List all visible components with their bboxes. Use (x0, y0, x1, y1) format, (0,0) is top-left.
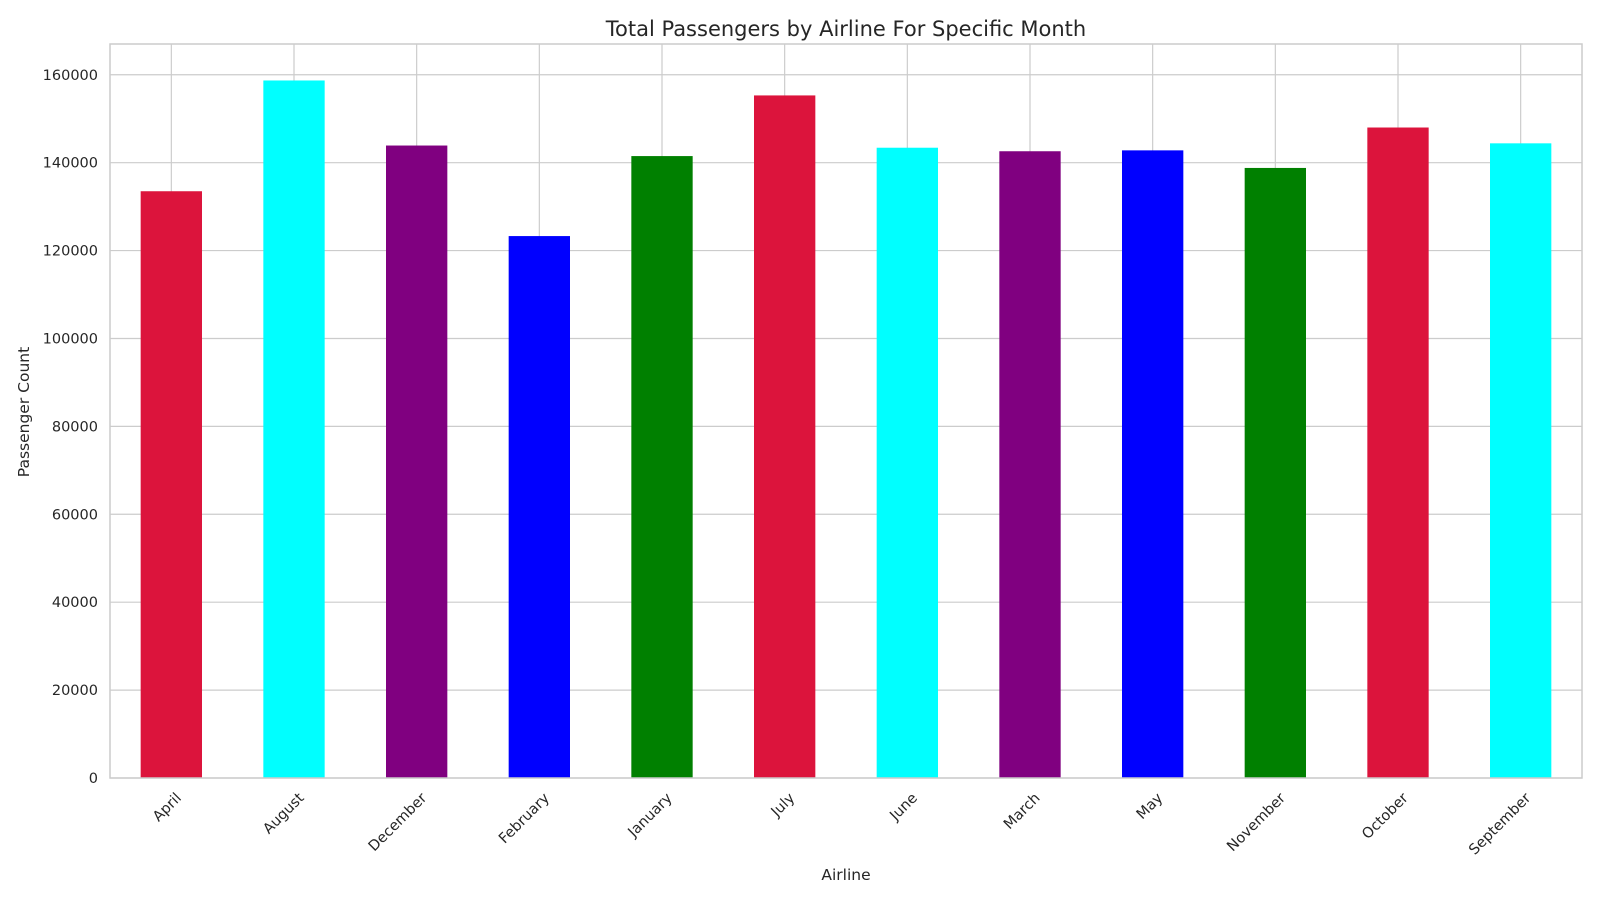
bar-august (263, 80, 325, 779)
y-tick-label: 140000 (43, 156, 98, 172)
y-tick-label: 20000 (52, 683, 98, 699)
y-tick-label: 100000 (43, 331, 98, 347)
y-tick-label: 0 (89, 771, 98, 787)
bar-january (631, 156, 693, 778)
bar-september (1490, 143, 1552, 779)
bar-may (1122, 150, 1184, 778)
axes-frame (109, 43, 1583, 779)
y-tick-labels: 0 20000 40000 60000 80000 100000 120000 140000 1… (43, 68, 98, 787)
y-tick-label: 60000 (52, 507, 98, 523)
bar-december (386, 145, 448, 778)
bar-april (140, 191, 202, 779)
bar-march (999, 151, 1061, 779)
y-tick-label: 80000 (52, 419, 98, 435)
y-tick-label: 120000 (43, 244, 98, 260)
x-axis-label: Airline (821, 866, 870, 884)
bar-july (754, 95, 816, 778)
bars (140, 80, 1552, 779)
bar-november (1244, 167, 1306, 778)
y-tick-label: 40000 (52, 595, 98, 611)
chart-title: Total Passengers by Airline For Specific… (605, 17, 1086, 41)
bar-june (876, 147, 938, 779)
y-axis-label: Passenger Count (15, 347, 33, 477)
bar-october (1367, 127, 1429, 779)
bar-february (508, 236, 570, 778)
y-tick-label: 160000 (43, 68, 98, 84)
